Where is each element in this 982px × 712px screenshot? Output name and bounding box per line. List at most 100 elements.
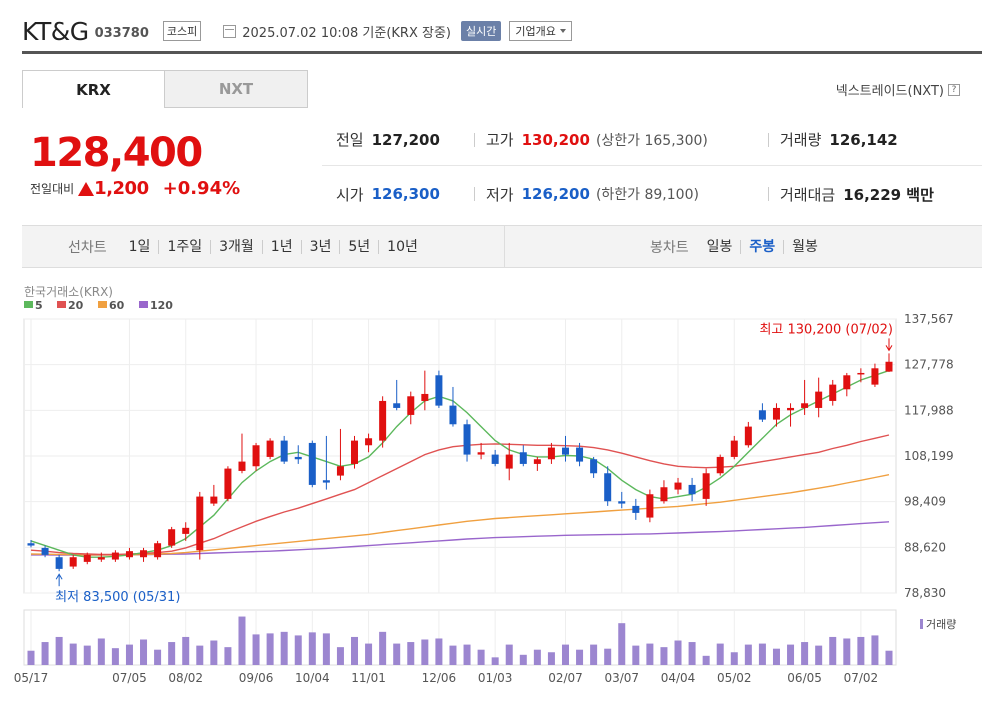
candle-body [308, 442, 316, 485]
price-chart[interactable]: 한국거래소(KRX)5 20 60 120 137,567 127,778 117,988 1… [0, 276, 982, 706]
volume-bar [55, 636, 63, 665]
candle-body [196, 496, 204, 551]
candle-body [182, 527, 190, 534]
period-5y[interactable]: 5년 [340, 239, 380, 254]
candle-body [632, 505, 640, 513]
volume-bar [505, 644, 513, 665]
candle-body [519, 452, 527, 464]
candle-body [449, 405, 457, 425]
candle-body [238, 461, 246, 471]
volume-bar [168, 642, 176, 665]
candle-chart-label: 봉차트 [650, 239, 689, 256]
tab-nxt[interactable]: NXT [165, 70, 308, 108]
period-3m[interactable]: 3개월 [211, 239, 263, 254]
volume-label: 거래량 [926, 618, 956, 631]
x-tick-label: 10/04 [295, 671, 330, 685]
candle-weekly[interactable]: 주봉 [741, 239, 785, 254]
volume-bar [604, 648, 612, 665]
candle-body [294, 456, 302, 460]
line-chart-periods: 선차트 1일 1주일 3개월 1년 3년 5년 10년 [68, 237, 426, 257]
candle-body [168, 529, 176, 546]
x-tick-label: 08/02 [168, 671, 203, 685]
volume-bar [125, 644, 133, 665]
stat-trade-value: 거래대금 16,229 백만 [780, 184, 934, 205]
period-1w[interactable]: 1주일 [159, 239, 212, 254]
candle-monthly[interactable]: 월봉 [792, 238, 818, 255]
volume-bar [154, 649, 162, 665]
stat-label: 고가 [486, 131, 514, 149]
volume-bar [266, 633, 274, 665]
corp-overview-label: 기업개요 [515, 25, 556, 38]
ma-line-60 [30, 474, 890, 556]
y-tick-label: 98,409 [904, 495, 946, 509]
change-label: 전일대비 [30, 182, 75, 196]
stat-label: 저가 [486, 185, 514, 204]
nxt-info-link[interactable]: 넥스트레이드(NXT) ? [836, 80, 960, 99]
candle-body [674, 482, 682, 490]
volume-bar [393, 643, 401, 665]
help-icon[interactable]: ? [948, 83, 960, 96]
volume-bar [336, 647, 344, 665]
candle-body [154, 543, 162, 558]
stat-extra: (상한가 165,300) [595, 132, 708, 149]
quote-stats: 전일 127,200 고가 130,200 (상한가 165,300) 거래량 … [322, 114, 982, 224]
volume-bar [787, 644, 795, 665]
x-tick-label: 05/02 [717, 671, 752, 685]
stat-separator [768, 187, 769, 201]
realtime-button[interactable]: 실시간 [461, 21, 502, 41]
stock-code: 033780 [94, 25, 149, 41]
corp-overview-dropdown[interactable]: 기업개요 [509, 21, 572, 41]
period-1d[interactable]: 1일 [121, 239, 160, 254]
nxt-link-label: 넥스트레이드(NXT) [835, 84, 944, 99]
period-1y[interactable]: 1년 [263, 239, 302, 254]
tab-krx[interactable]: KRX [22, 70, 165, 108]
candle-daily[interactable]: 일봉 [699, 239, 742, 254]
volume-bar [365, 643, 373, 665]
x-tick-label: 02/07 [548, 671, 583, 685]
candle-body [744, 426, 752, 446]
candle-body [660, 487, 668, 502]
volume-bar [646, 643, 654, 665]
volume-bar [351, 636, 359, 665]
quote-datetime: 2025.07.02 10:08 기준(KRX 장중) [242, 25, 451, 41]
volume-bar [280, 631, 288, 665]
stat-value: 127,200 [371, 130, 440, 149]
volume-bar [702, 655, 710, 665]
x-tick-label: 05/17 [14, 671, 49, 685]
legend-swatch-5 [24, 301, 33, 308]
candle-body [758, 410, 766, 420]
dropdown-arrow-icon [559, 29, 566, 33]
x-tick-label: 06/05 [787, 671, 822, 685]
volume-bar [744, 644, 752, 665]
volume-bar [252, 634, 260, 665]
stat-extra: (하한가 89,100) [595, 187, 699, 203]
volume-bar [140, 639, 148, 665]
volume-bar [871, 635, 879, 665]
volume-bar [210, 640, 218, 665]
candle-body [210, 496, 218, 504]
volume-bar [238, 616, 246, 665]
period-10y[interactable]: 10년 [387, 238, 418, 255]
stat-value: 126,200 [521, 185, 590, 203]
volume-bar [547, 652, 555, 665]
candle-body [421, 393, 429, 401]
volume-bar [308, 632, 316, 665]
volume-bar [843, 638, 851, 665]
volume-bar [590, 644, 598, 665]
stat-value: 130,200 [521, 130, 590, 149]
x-tick-label: 12/06 [422, 671, 457, 685]
header-divider [22, 51, 982, 54]
y-tick-label: 88,620 [904, 540, 946, 554]
stat-label: 거래량 [780, 131, 822, 149]
low-annotation: 최저 83,500 (05/31) [55, 590, 180, 605]
candle-body [688, 484, 696, 495]
y-tick-label: 127,778 [904, 358, 954, 372]
stat-label: 시가 [336, 185, 364, 204]
candle-body [702, 473, 710, 499]
candle-body [407, 396, 415, 415]
stats-row-1: 전일 127,200 고가 130,200 (상한가 165,300) 거래량 … [322, 114, 982, 166]
period-3y[interactable]: 3년 [302, 239, 341, 254]
stat-volume: 거래량 126,142 [780, 129, 898, 150]
volume-legend-swatch [920, 619, 923, 629]
x-tick-label: 09/06 [239, 671, 274, 685]
